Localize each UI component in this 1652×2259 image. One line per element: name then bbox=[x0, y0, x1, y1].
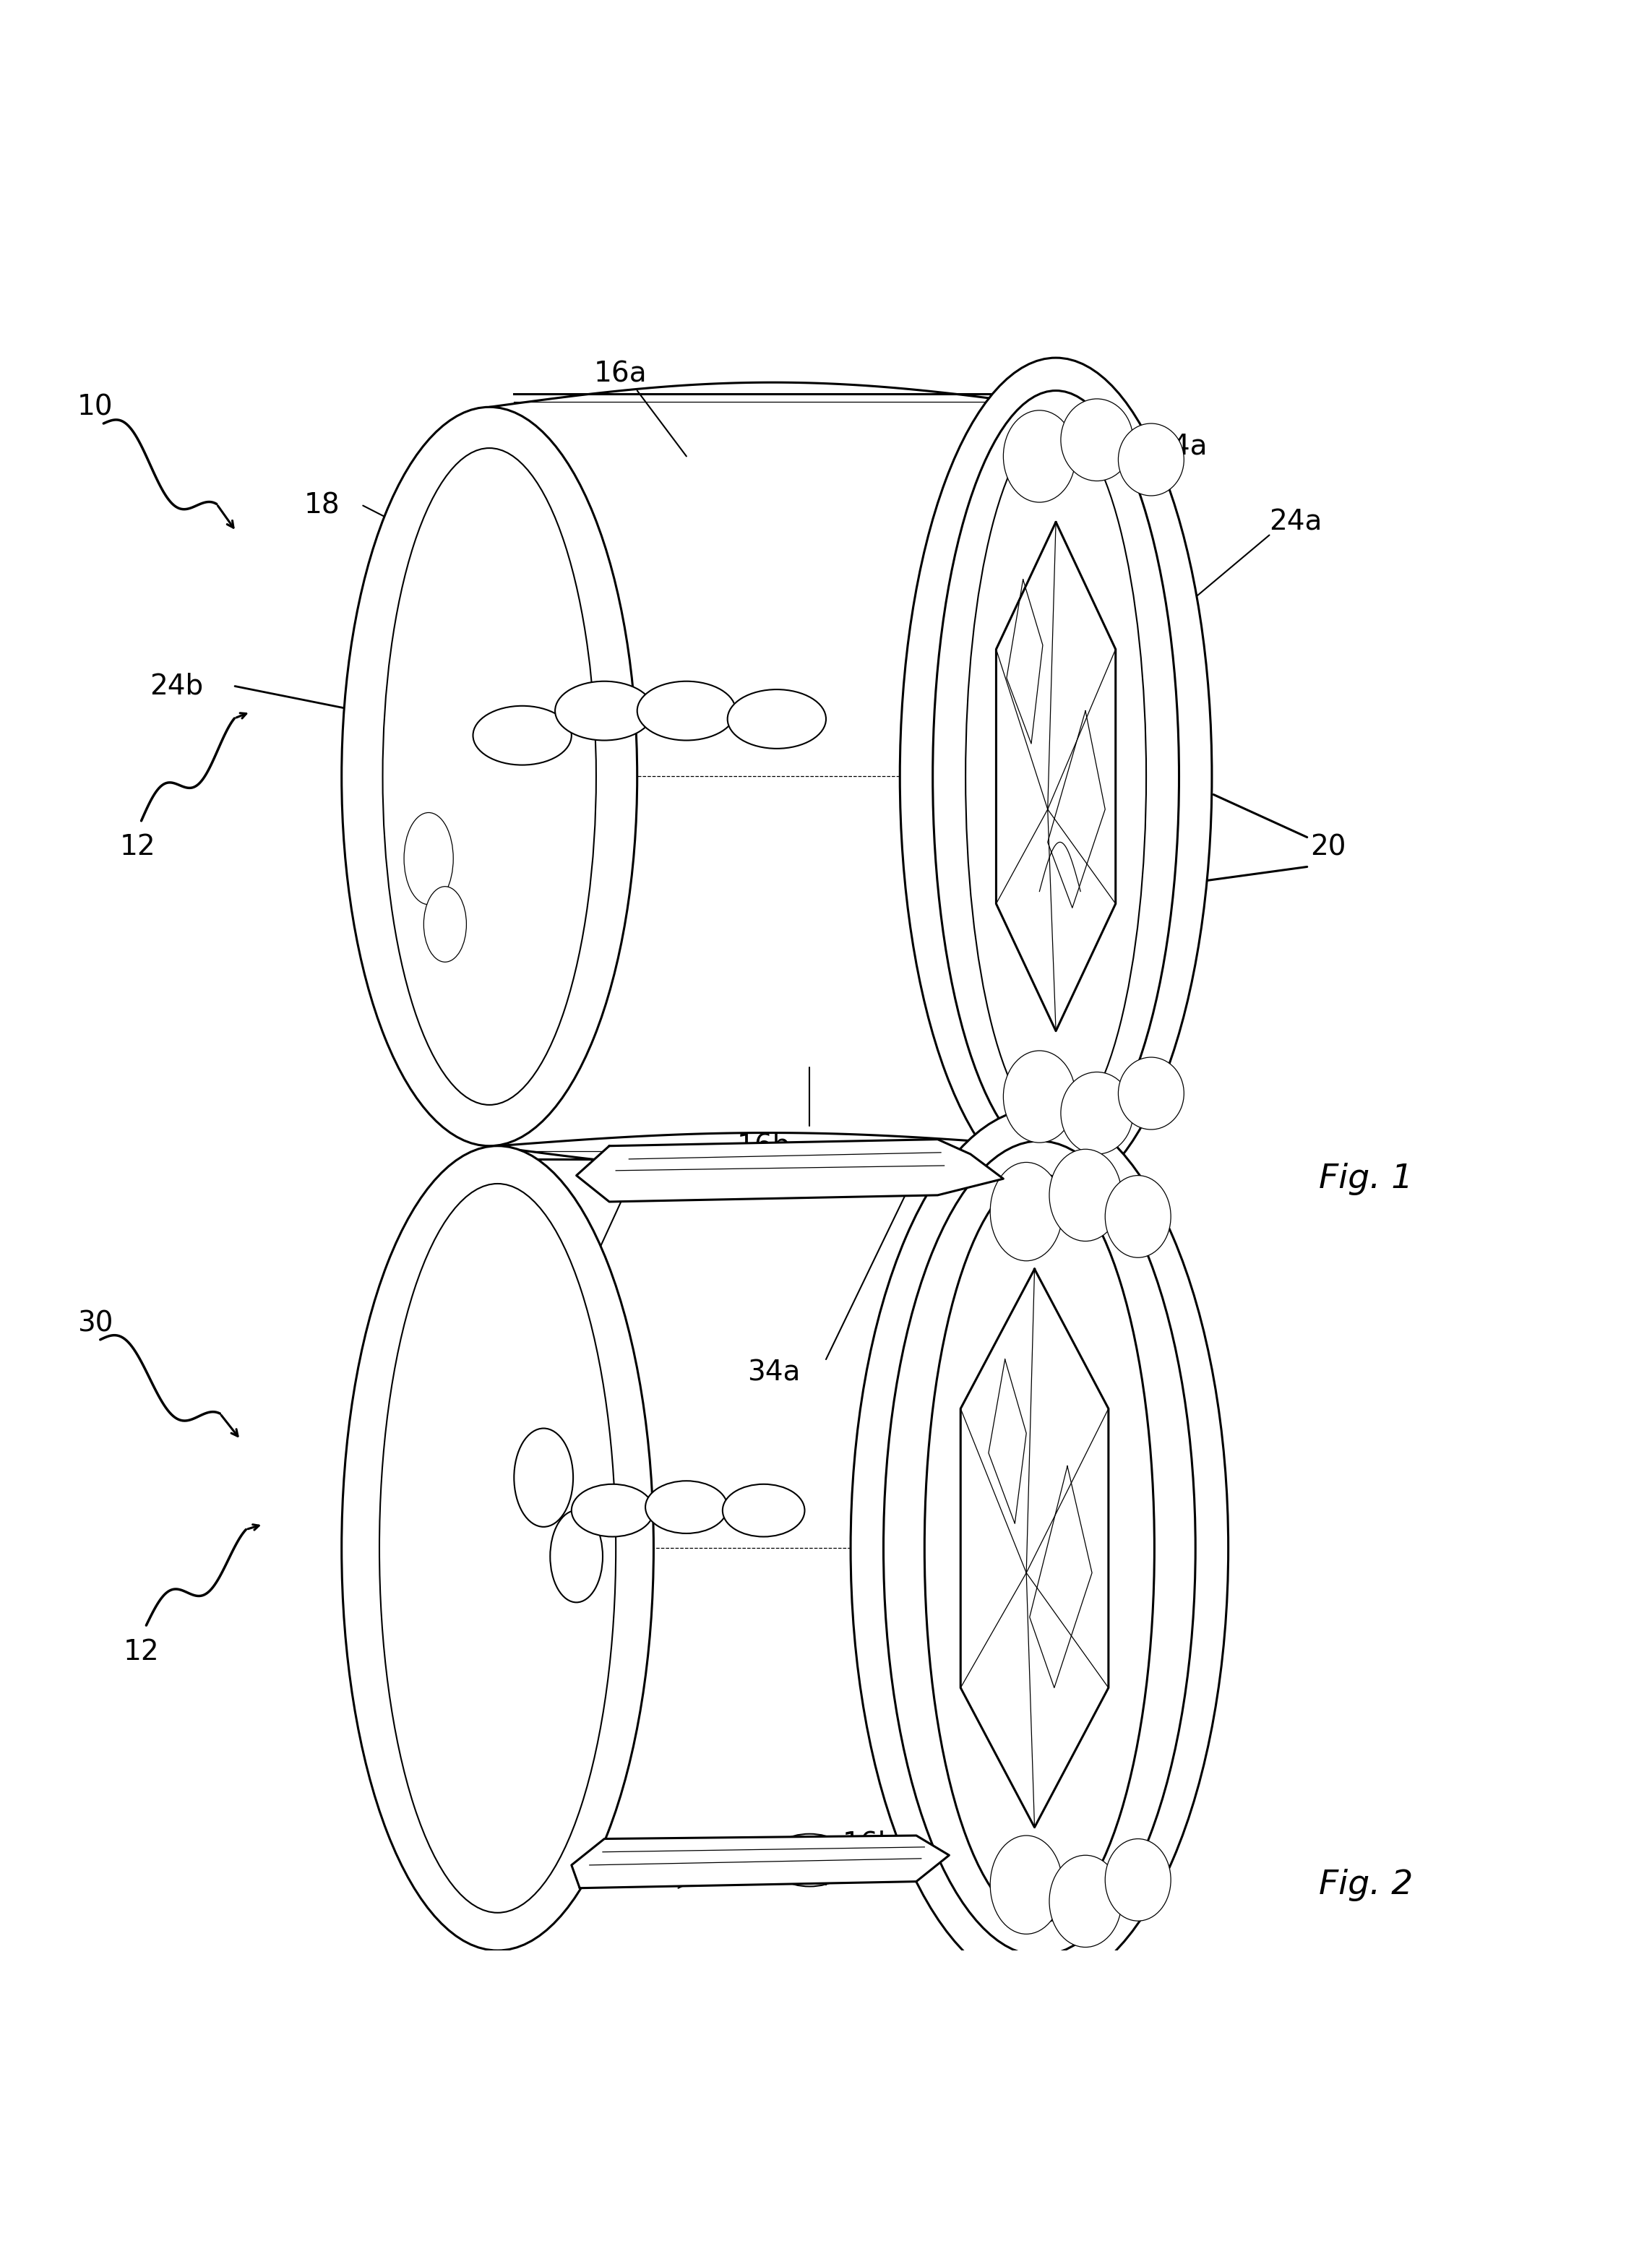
Ellipse shape bbox=[1049, 1150, 1122, 1240]
Text: 20: 20 bbox=[1310, 834, 1346, 861]
Ellipse shape bbox=[1049, 1855, 1122, 1947]
Ellipse shape bbox=[727, 689, 826, 748]
Polygon shape bbox=[572, 1837, 950, 1889]
Ellipse shape bbox=[638, 682, 735, 741]
Ellipse shape bbox=[342, 1145, 654, 1950]
Text: 30: 30 bbox=[78, 1310, 112, 1337]
Ellipse shape bbox=[722, 1484, 805, 1536]
Ellipse shape bbox=[472, 705, 572, 766]
Text: 14b: 14b bbox=[413, 980, 466, 1008]
Text: 24b: 24b bbox=[150, 673, 203, 700]
Ellipse shape bbox=[555, 682, 654, 741]
Text: 34b: 34b bbox=[387, 1803, 439, 1830]
Ellipse shape bbox=[1003, 411, 1075, 501]
Ellipse shape bbox=[342, 407, 638, 1145]
Ellipse shape bbox=[1105, 1839, 1171, 1920]
Ellipse shape bbox=[768, 1834, 851, 1886]
Ellipse shape bbox=[925, 1175, 1155, 1922]
Text: 12: 12 bbox=[121, 834, 155, 861]
Text: 14a: 14a bbox=[1155, 434, 1208, 461]
Ellipse shape bbox=[1061, 400, 1133, 481]
Text: 16a: 16a bbox=[986, 1383, 1041, 1410]
Ellipse shape bbox=[933, 391, 1180, 1163]
Ellipse shape bbox=[1003, 1050, 1075, 1143]
Ellipse shape bbox=[646, 1482, 727, 1534]
Ellipse shape bbox=[1118, 1057, 1184, 1130]
Ellipse shape bbox=[380, 1184, 616, 1913]
Ellipse shape bbox=[383, 447, 596, 1105]
Polygon shape bbox=[577, 1139, 1003, 1202]
Ellipse shape bbox=[514, 1428, 573, 1527]
Text: 18: 18 bbox=[304, 492, 340, 520]
Ellipse shape bbox=[1118, 422, 1184, 495]
Text: Fig. 2: Fig. 2 bbox=[1318, 1868, 1412, 1902]
Text: 12: 12 bbox=[124, 1638, 159, 1665]
Text: 10: 10 bbox=[78, 393, 112, 420]
Text: 16a: 16a bbox=[595, 361, 648, 389]
Ellipse shape bbox=[900, 357, 1213, 1195]
Ellipse shape bbox=[1061, 1073, 1133, 1154]
Text: 16b: 16b bbox=[737, 1132, 790, 1159]
Text: 16b: 16b bbox=[843, 1830, 895, 1857]
Ellipse shape bbox=[572, 1484, 654, 1536]
Ellipse shape bbox=[851, 1109, 1229, 1988]
Ellipse shape bbox=[990, 1163, 1062, 1261]
Text: 32b: 32b bbox=[618, 1861, 672, 1889]
Text: 34a: 34a bbox=[747, 1358, 800, 1387]
Text: Fig. 1: Fig. 1 bbox=[1318, 1163, 1412, 1195]
Ellipse shape bbox=[965, 422, 1146, 1130]
Text: 32a: 32a bbox=[472, 1342, 525, 1369]
Ellipse shape bbox=[990, 1837, 1062, 1934]
Text: 24a: 24a bbox=[1269, 508, 1322, 535]
Ellipse shape bbox=[405, 813, 453, 904]
Ellipse shape bbox=[1105, 1175, 1171, 1258]
Ellipse shape bbox=[884, 1141, 1196, 1956]
Ellipse shape bbox=[423, 886, 466, 962]
Ellipse shape bbox=[550, 1511, 603, 1602]
